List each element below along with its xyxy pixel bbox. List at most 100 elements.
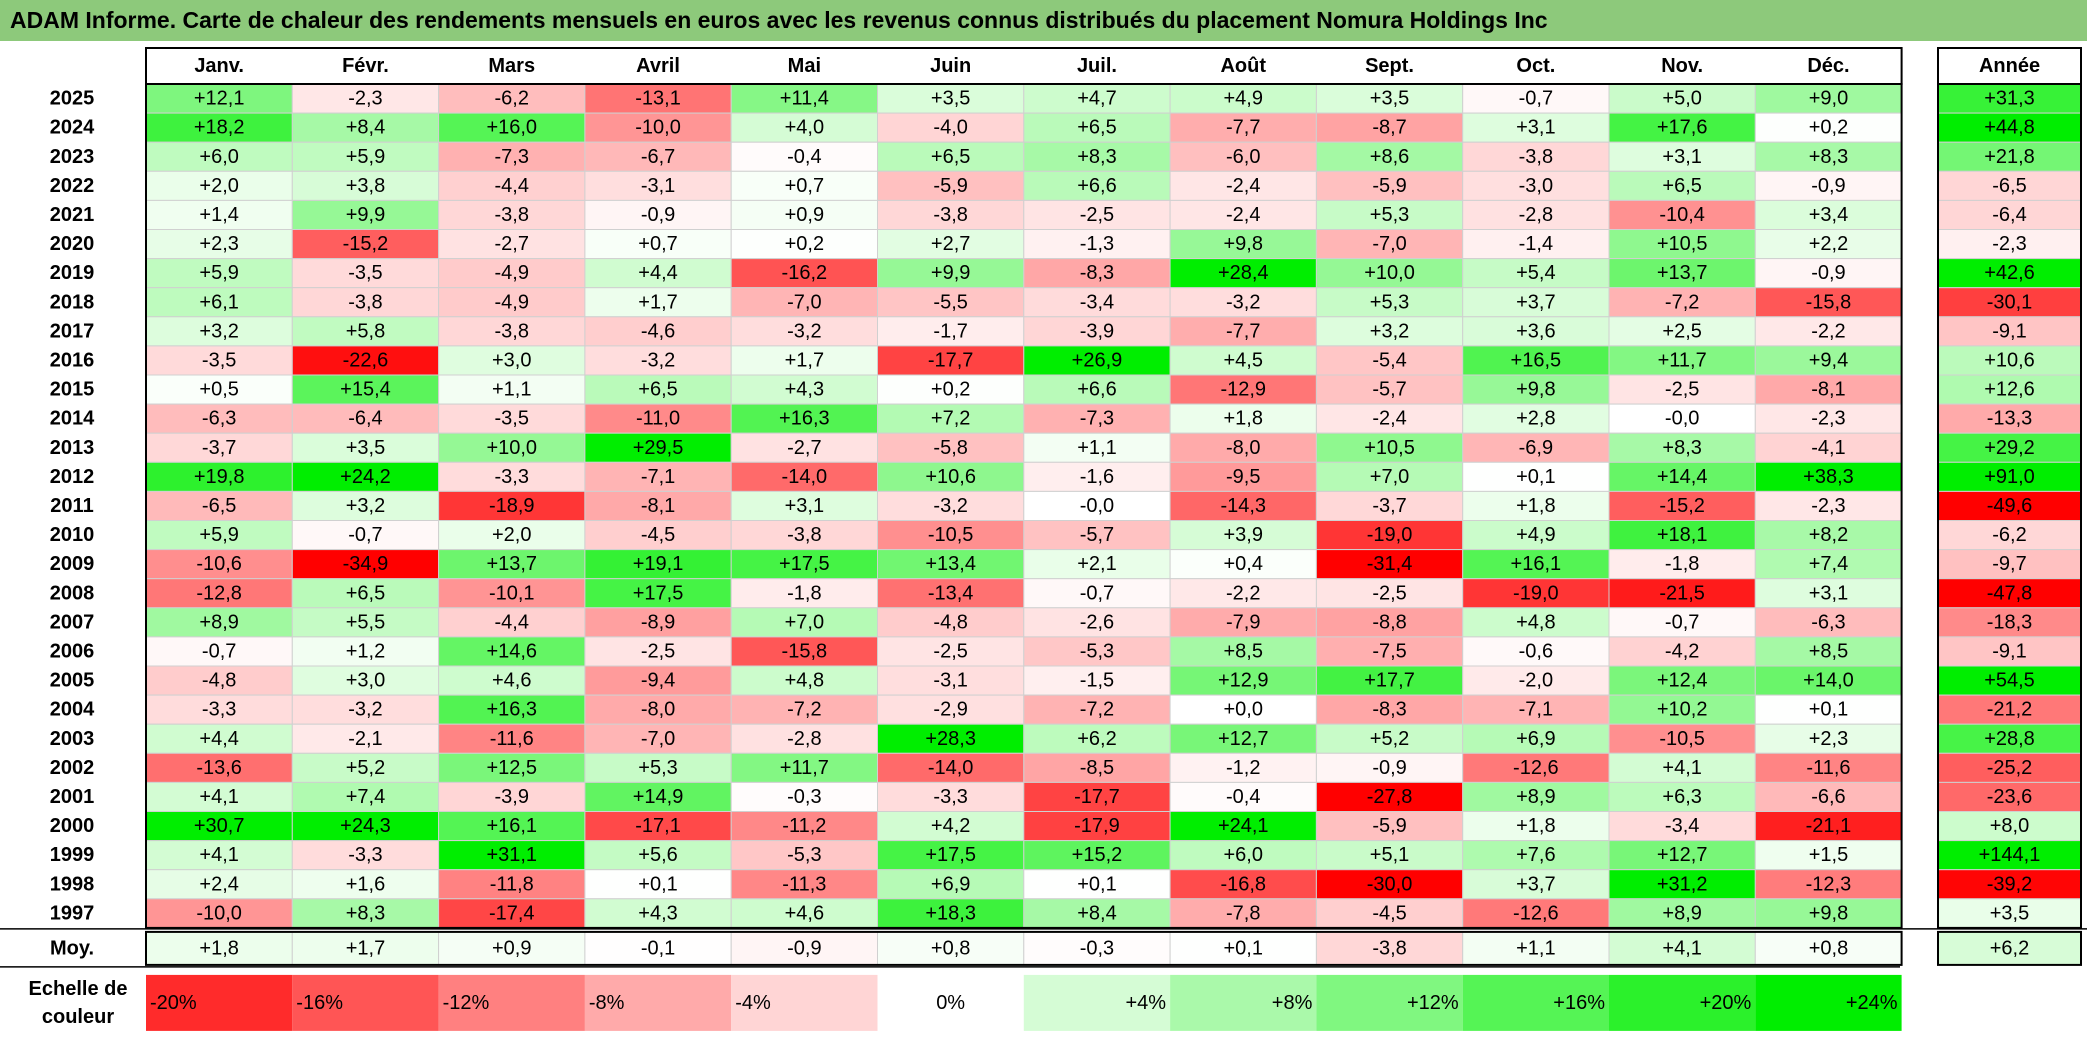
- heat-cell-value: -0,7: [1080, 582, 1114, 604]
- heat-cell-value: -18,9: [489, 495, 535, 517]
- heat-cell: [730, 752, 879, 783]
- heat-cell-value: +38,3: [1803, 466, 1854, 488]
- heat-cell: [291, 840, 440, 871]
- heat-cell-value: +5,9: [346, 146, 385, 168]
- heat-cell: [438, 549, 586, 580]
- heat-cell-value: -4,4: [495, 611, 529, 633]
- heat-cell-value: -3,7: [1372, 495, 1406, 517]
- heat-cell: [1462, 258, 1610, 289]
- heat-cell-value: -7,7: [1226, 117, 1260, 139]
- heat-cell: [1169, 112, 1317, 143]
- heat-cell-value: +3,2: [1370, 320, 1409, 342]
- heat-cell-value: +17,5: [633, 582, 684, 604]
- heat-cell-value: -2,3: [1811, 495, 1845, 517]
- heat-cell-value: +5,3: [1370, 204, 1409, 226]
- heat-cell-value: +8,4: [346, 117, 385, 139]
- heat-cell-value: -6,4: [348, 408, 382, 430]
- annual-cell-value: -9,7: [1992, 553, 2026, 575]
- heat-cell-value: +5,3: [1370, 291, 1409, 313]
- heat-cell-value: +6,9: [931, 873, 970, 895]
- heat-cell-value: +2,3: [1809, 728, 1848, 750]
- heat-cell-value: +3,7: [1516, 291, 1555, 313]
- heat-cell-value: -1,4: [1519, 233, 1553, 255]
- annual-cell: [1937, 578, 2082, 609]
- year-label: 2009: [50, 553, 95, 575]
- heat-cell-value: +1,6: [346, 873, 385, 895]
- heat-cell: [291, 170, 440, 201]
- heat-cell: [1462, 752, 1610, 783]
- heat-cell: [145, 520, 293, 551]
- month-header-box: [145, 47, 1903, 85]
- heat-cell: [1462, 723, 1610, 754]
- heat-cell-value: -12,6: [1513, 902, 1559, 924]
- heat-cell: [1023, 578, 1171, 609]
- heat-cell: [1462, 811, 1610, 842]
- heat-cell-value: +28,4: [1218, 262, 1269, 284]
- heat-cell-value: +17,6: [1657, 117, 1708, 139]
- scale-swatch-label: +12%: [1407, 992, 1459, 1014]
- heat-cell-value: +5,4: [1516, 262, 1555, 284]
- heat-cell-value: +17,5: [779, 553, 830, 575]
- heat-cell-value: +8,3: [1662, 437, 1701, 459]
- heat-cell-value: +8,9: [1662, 902, 1701, 924]
- year-label: 2023: [50, 146, 95, 168]
- heat-cell-value: +3,1: [785, 495, 824, 517]
- annual-cell-value: +12,6: [1984, 379, 2035, 401]
- heat-cell-value: -2,0: [1519, 670, 1553, 692]
- annual-grid-border: [1937, 83, 2082, 929]
- heat-cell-value: -2,4: [1226, 204, 1260, 226]
- month-header-3: Mars: [488, 55, 535, 77]
- average-cell-value: -3,8: [1372, 937, 1406, 959]
- heat-cell-value: -5,7: [1372, 379, 1406, 401]
- year-label: 2008: [50, 582, 95, 604]
- heat-cell: [438, 781, 586, 813]
- heat-cell-value: +0,1: [638, 873, 677, 895]
- heat-cell-value: +7,4: [1809, 553, 1848, 575]
- heat-cell: [730, 345, 879, 376]
- heat-cell: [1462, 694, 1610, 725]
- heat-cell-value: -6,3: [202, 408, 236, 430]
- year-label: 2020: [50, 233, 95, 255]
- heat-cell: [1608, 374, 1756, 405]
- heat-cell: [1315, 229, 1464, 260]
- scale-swatch-label: +20%: [1700, 992, 1752, 1014]
- annual-cell-value: -18,3: [1987, 611, 2033, 633]
- heat-cell-value: -7,1: [1519, 699, 1553, 721]
- annual-cell: [1937, 287, 2082, 318]
- scale-swatch: [877, 974, 1024, 1031]
- scale-swatch: [731, 974, 878, 1031]
- heat-cell-value: +16,1: [486, 815, 537, 837]
- month-header-12: Déc.: [1807, 55, 1849, 77]
- heat-cell-value: -11,6: [490, 728, 534, 750]
- heat-cell: [1608, 83, 1756, 114]
- heat-cell-value: +9,8: [1224, 233, 1263, 255]
- heat-cell: [1169, 287, 1317, 318]
- average-annual-value: +6,2: [1990, 937, 2029, 959]
- heat-cell: [1608, 665, 1756, 696]
- heat-cell-value: +8,3: [346, 902, 385, 924]
- heat-cell-value: +4,7: [1077, 88, 1116, 110]
- heat-cell-value: -2,8: [1519, 204, 1553, 226]
- heat-cell-value: +6,6: [1077, 175, 1116, 197]
- heat-cell-value: +16,1: [1511, 553, 1562, 575]
- heat-cell-value: +1,8: [1516, 495, 1555, 517]
- heat-cell-value: -10,5: [1659, 728, 1705, 750]
- heat-cell: [1608, 316, 1756, 347]
- heat-cell-value: -4,8: [202, 670, 236, 692]
- heat-cell: [1315, 549, 1464, 580]
- heat-cell-value: +9,0: [1809, 88, 1848, 110]
- heat-cell: [438, 258, 586, 289]
- heat-cell-value: +13,4: [925, 553, 976, 575]
- heat-cell-value: -22,6: [343, 349, 389, 371]
- month-header-4: Avril: [636, 55, 680, 77]
- heat-cell: [438, 374, 586, 405]
- annual-cell-value: +42,6: [1984, 262, 2035, 284]
- scale-swatch-label: +4%: [1126, 992, 1167, 1014]
- heat-cell: [438, 461, 586, 492]
- heat-cell-value: -3,1: [641, 175, 675, 197]
- heat-cell-value: +6,1: [199, 291, 238, 313]
- annual-cell: [1937, 199, 2082, 230]
- heat-cell: [877, 403, 1025, 434]
- heat-cell-value: -9,5: [1226, 466, 1260, 488]
- heat-cell-value: +4,3: [785, 379, 824, 401]
